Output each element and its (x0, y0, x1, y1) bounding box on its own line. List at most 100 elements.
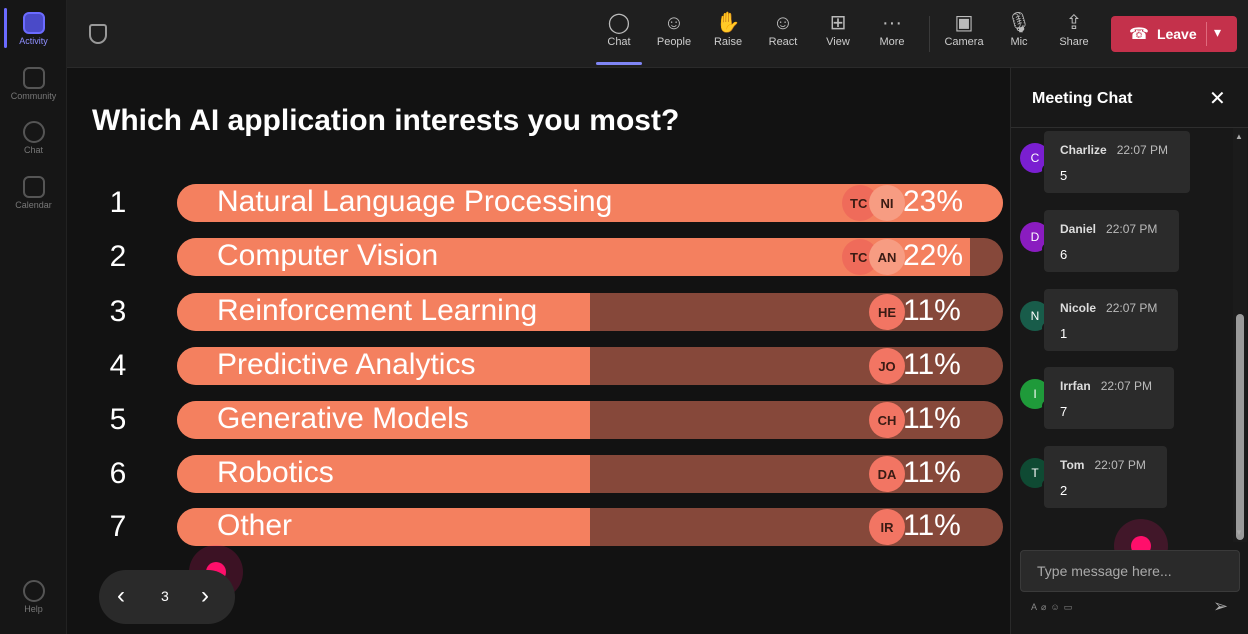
more-icon: ··· (882, 12, 902, 34)
option-percentage: 11% (903, 402, 961, 435)
chat-scrollbar[interactable]: ▲ ▼ (1233, 128, 1247, 542)
chat-icon: ◯ (607, 12, 631, 34)
rail-item-label: Community (10, 91, 57, 101)
toolbar-raise-button[interactable]: ✋ Raise (703, 10, 753, 48)
option-label: Reinforcement Learning (217, 294, 538, 327)
sender-name: Daniel (1060, 222, 1097, 236)
poll-stage: Which AI application interests you most?… (67, 68, 1010, 634)
option-number: 2 (109, 240, 127, 273)
sender-name: Nicole (1060, 301, 1097, 315)
toolbar-button-label: Share (1059, 36, 1089, 48)
message-text: 7 (1060, 404, 1068, 419)
rail-item-activity[interactable]: Activity (0, 12, 67, 46)
sender-name: Charlize (1060, 143, 1107, 157)
toolbar-share-button[interactable]: ⇪ Share (1049, 10, 1099, 48)
option-percentage: 11% (903, 509, 961, 542)
voter-avatar: AN (869, 239, 905, 275)
toolbar-button-label: Raise (713, 36, 743, 48)
app-rail: Activity Community Chat Calendar Help (0, 0, 67, 634)
poll-option-row: 7 Other IR 11% (67, 508, 1010, 546)
scroll-thumb[interactable] (1236, 314, 1244, 540)
shield-icon[interactable] (89, 24, 107, 44)
option-bar: Other (177, 508, 1003, 546)
emoji-icon[interactable]: ☺ (1050, 602, 1064, 612)
toolbar-react-button[interactable]: ☺ React (758, 10, 808, 48)
voter-avatar: DA (869, 456, 905, 492)
rail-item-label: Help (24, 604, 43, 614)
meeting-chat-panel: Meeting Chat ✕ C Charlize 22:07 PM 5 D Daniel… (1010, 68, 1248, 634)
page-number: 3 (161, 588, 169, 604)
toolbar-people-button[interactable]: ☺ People (649, 10, 699, 48)
sender-name: Tom (1060, 458, 1085, 472)
chat-message: N Nicole 22:07 PM 1 (1011, 289, 1231, 353)
option-number: 1 (109, 186, 127, 219)
message-timestamp: 22:07 PM (1106, 301, 1158, 315)
toolbar-mic-button[interactable]: 🎙 Mic (994, 10, 1044, 48)
poll-option-row: 2 Computer Vision TC AN 22% (67, 238, 1010, 276)
people-icon: ☺ (663, 12, 685, 34)
option-label: Computer Vision (217, 239, 439, 272)
chevron-right-icon[interactable]: › (201, 582, 209, 609)
message-bubble: Tom 22:07 PM 2 (1044, 446, 1167, 508)
leave-label: Leave (1156, 26, 1197, 42)
toolbar-view-button[interactable]: ⊞ View (813, 10, 863, 48)
gif-icon[interactable]: ▭ (1063, 602, 1077, 612)
option-bar-fill (177, 238, 970, 276)
message-bubble: Charlize 22:07 PM 5 (1044, 131, 1190, 193)
community-icon (22, 67, 45, 89)
rail-active-indicator (4, 8, 7, 48)
message-timestamp: 22:07 PM (1116, 143, 1169, 157)
option-label: Generative Models (217, 402, 469, 435)
option-bar: Predictive Analytics (177, 347, 1003, 385)
chat-message: T Tom 22:07 PM 2 (1011, 446, 1231, 510)
toolbar-camera-button[interactable]: ▣ Camera (939, 10, 989, 48)
leave-button[interactable]: ☎ Leave ▾ (1111, 16, 1237, 52)
chat-compose-box[interactable] (1020, 550, 1240, 592)
toolbar-divider (929, 16, 930, 52)
rail-item-help[interactable]: Help (0, 580, 67, 614)
message-bubble: Irrfan 22:07 PM 7 (1044, 367, 1174, 429)
chat-header: Meeting Chat ✕ (1011, 68, 1248, 128)
voter-avatar: CH (869, 402, 905, 438)
active-tab-indicator (596, 62, 642, 65)
message-input[interactable] (1021, 551, 1239, 591)
option-bar-fill (177, 347, 590, 385)
scroll-down-icon[interactable]: ▼ (1235, 528, 1243, 537)
option-percentage: 22% (903, 239, 964, 272)
chevron-left-icon[interactable]: ‹ (117, 582, 125, 609)
poll-option-row: 6 Robotics DA 11% (67, 455, 1010, 493)
send-icon[interactable]: ➢ (1213, 596, 1229, 616)
calendar-icon (22, 176, 45, 198)
chevron-down-icon[interactable]: ▾ (1214, 24, 1222, 40)
scroll-up-icon[interactable]: ▲ (1235, 132, 1243, 141)
format-tools[interactable]: A⌀☺▭ (1031, 602, 1076, 613)
option-label: Natural Language Processing (217, 185, 613, 218)
option-bar-fill (177, 401, 590, 439)
option-label: Robotics (217, 456, 334, 489)
smiley-icon: ☺ (772, 12, 794, 34)
option-percentage: 11% (903, 456, 961, 489)
bell-icon (22, 12, 45, 34)
toolbar-button-label: Chat (607, 36, 631, 48)
poll-option-row: 1 Natural Language Processing TC NI 23% (67, 184, 1010, 222)
chat-message: C Charlize 22:07 PM 5 (1011, 131, 1231, 195)
message-text: 5 (1060, 168, 1068, 183)
option-bar-fill (177, 293, 590, 331)
attach-icon[interactable]: ⌀ (1041, 602, 1051, 612)
voter-avatar: NI (869, 185, 905, 221)
rail-item-label: Activity (19, 36, 48, 46)
toolbar-more-button[interactable]: ··· More (867, 10, 917, 48)
voter-avatar: HE (869, 294, 905, 330)
message-text: 6 (1060, 247, 1068, 262)
format-icon[interactable]: A (1031, 602, 1042, 612)
chat-message: I Irrfan 22:07 PM 7 (1011, 367, 1231, 431)
rail-item-chat[interactable]: Chat (0, 121, 67, 155)
close-icon[interactable]: ✕ (1209, 88, 1226, 110)
toolbar-chat-button[interactable]: ◯ Chat (594, 10, 644, 65)
grid-icon: ⊞ (829, 12, 847, 34)
rail-item-calendar[interactable]: Calendar (0, 176, 67, 210)
mic-icon: 🎙 (1006, 12, 1032, 34)
voter-avatar: IR (869, 509, 905, 545)
poll-option-row: 5 Generative Models CH 11% (67, 401, 1010, 439)
rail-item-community[interactable]: Community (0, 67, 67, 101)
